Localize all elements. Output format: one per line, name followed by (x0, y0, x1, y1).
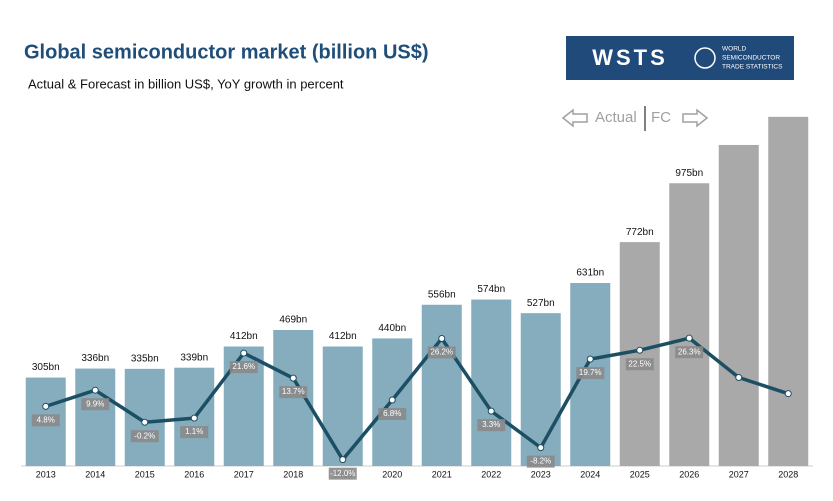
growth-label-box (180, 426, 209, 439)
growth-label-box (576, 367, 605, 380)
growth-label-box (675, 346, 704, 359)
bar-label: 772bn (626, 227, 654, 238)
growth-point (289, 374, 297, 382)
logo-box (566, 36, 794, 80)
x-tick-label: 2027 (729, 469, 749, 479)
bar (471, 299, 512, 466)
growth-label: 9.9% (86, 399, 104, 408)
growth-point (339, 456, 347, 464)
bar-label: 336bn (81, 353, 109, 364)
growth-point (240, 349, 248, 357)
x-tick-label: 2024 (580, 469, 600, 479)
bar-label: 335bn (131, 353, 159, 364)
growth-point (784, 390, 792, 398)
bar (718, 144, 759, 466)
chart-title: Global semiconductor market (billion US$… (24, 41, 429, 63)
growth-label: 13.7% (282, 387, 305, 396)
logo-text: SEMICONDUCTOR (722, 55, 780, 62)
logo-mark: WSTS (592, 45, 668, 70)
growth-label: -0.2% (134, 431, 155, 440)
growth-point (487, 407, 495, 415)
growth-label: 1.1% (185, 427, 203, 436)
bar-label: 469bn (279, 315, 307, 326)
chart-subtitle: Actual & Forecast in billion US$, YoY gr… (28, 76, 344, 91)
growth-point (537, 444, 545, 452)
growth-label-box (427, 346, 456, 359)
legend-forecast: FC (651, 109, 671, 126)
bar-label: 631bn (576, 268, 604, 279)
growth-label: -8.2% (530, 457, 551, 466)
bar-label: 305bn (32, 362, 60, 373)
growth-label: 26.3% (678, 347, 701, 356)
bar (669, 183, 710, 466)
x-tick-label: 2015 (135, 469, 155, 479)
growth-label: -12.0% (330, 469, 355, 478)
x-tick-label: 2016 (184, 469, 204, 479)
growth-label: 4.8% (37, 415, 55, 424)
growth-label: 22.5% (628, 359, 651, 368)
growth-point (685, 334, 693, 342)
growth-label-box (625, 358, 654, 371)
growth-label-box (477, 419, 506, 432)
growth-label-box (328, 467, 357, 480)
bar (421, 304, 462, 466)
x-tick-label: 2028 (778, 469, 798, 479)
growth-label-box (526, 455, 555, 468)
bar-label: 527bn (527, 298, 555, 309)
x-tick-label: 2013 (36, 469, 56, 479)
x-tick-label: 2021 (432, 469, 452, 479)
bar (322, 346, 363, 466)
growth-label-box (81, 398, 110, 411)
x-tick-label: 2014 (85, 469, 105, 479)
growth-label-box (378, 408, 407, 421)
growth-line (45, 336, 789, 462)
growth-label-box (279, 386, 308, 399)
growth-point (586, 355, 594, 363)
logo-text: TRADE STATISTICS (722, 64, 783, 71)
bar-label: 412bn (329, 331, 357, 342)
growth-label: 6.8% (383, 409, 401, 418)
bar-label: 440bn (378, 323, 406, 334)
growth-label: 26.2% (430, 348, 453, 357)
growth-point (190, 414, 198, 422)
growth-point (388, 396, 396, 404)
growth-label-box (31, 414, 60, 427)
x-tick-label: 2023 (531, 469, 551, 479)
x-tick-label: 2026 (679, 469, 699, 479)
growth-point (438, 334, 446, 342)
growth-label-box (130, 430, 159, 443)
bar (124, 368, 165, 466)
x-tick-label: 2025 (630, 469, 650, 479)
bar-label: 574bn (477, 284, 505, 295)
growth-label: 21.6% (232, 362, 255, 371)
growth-label: 19.7% (579, 368, 602, 377)
bar-label: 412bn (230, 331, 258, 342)
logo-text: WORLD (722, 46, 747, 53)
arrow-right (682, 108, 709, 128)
growth-point (735, 374, 743, 382)
bar-label: 975bn (675, 168, 703, 179)
bar-label: 339bn (180, 352, 208, 363)
x-tick-label: 2018 (283, 469, 303, 479)
arrow-left (561, 108, 588, 128)
growth-point (91, 386, 99, 394)
growth-point (42, 402, 50, 410)
x-tick-label: 2022 (481, 469, 501, 479)
bar (520, 313, 561, 466)
growth-point (636, 346, 644, 354)
x-tick-label: 2017 (234, 469, 254, 479)
growth-label: 3.3% (482, 420, 500, 429)
bar (75, 368, 116, 466)
logo-globe (694, 47, 716, 69)
legend-actual: Actual (595, 109, 637, 126)
bar-label: 556bn (428, 289, 456, 300)
bar (768, 116, 809, 466)
growth-label-box (229, 361, 258, 374)
growth-point (141, 418, 149, 426)
x-tick-label: 2020 (382, 469, 402, 479)
